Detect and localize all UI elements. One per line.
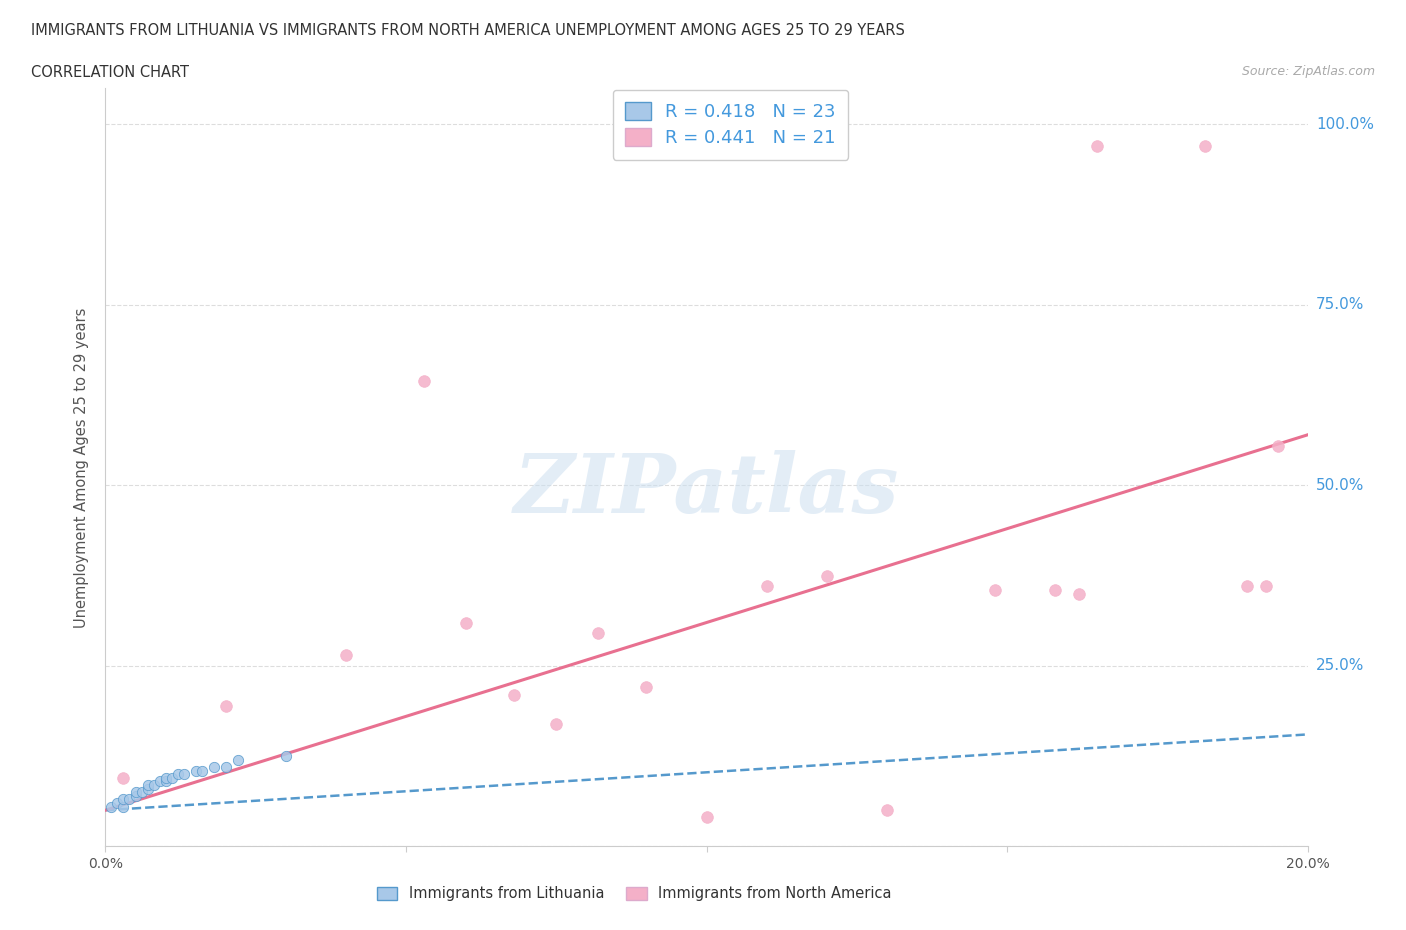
- Text: Source: ZipAtlas.com: Source: ZipAtlas.com: [1241, 65, 1375, 78]
- Point: [112, 792, 135, 807]
- Point: [202, 760, 225, 775]
- Point: [226, 752, 249, 767]
- Point: [214, 760, 236, 775]
- Point: [503, 687, 526, 702]
- Point: [155, 774, 177, 789]
- Point: [413, 373, 436, 388]
- Point: [1069, 586, 1091, 601]
- Point: [142, 777, 165, 792]
- Legend: Immigrants from Lithuania, Immigrants from North America: Immigrants from Lithuania, Immigrants fr…: [371, 881, 898, 908]
- Point: [1043, 582, 1066, 597]
- Point: [696, 810, 718, 825]
- Point: [148, 774, 170, 789]
- Point: [274, 749, 297, 764]
- Text: CORRELATION CHART: CORRELATION CHART: [31, 65, 188, 80]
- Point: [984, 582, 1007, 597]
- Point: [166, 766, 188, 781]
- Text: IMMIGRANTS FROM LITHUANIA VS IMMIGRANTS FROM NORTH AMERICA UNEMPLOYMENT AMONG AG: IMMIGRANTS FROM LITHUANIA VS IMMIGRANTS …: [31, 23, 905, 38]
- Point: [1254, 579, 1277, 594]
- Point: [214, 698, 236, 713]
- Text: 75.0%: 75.0%: [1316, 298, 1364, 312]
- Point: [107, 795, 129, 810]
- Point: [876, 803, 898, 817]
- Point: [454, 615, 477, 630]
- Point: [1236, 579, 1258, 594]
- Text: 25.0%: 25.0%: [1316, 658, 1364, 673]
- Point: [131, 785, 153, 800]
- Point: [136, 781, 159, 796]
- Point: [1194, 139, 1216, 153]
- Point: [155, 770, 177, 785]
- Point: [636, 680, 658, 695]
- Text: 100.0%: 100.0%: [1316, 117, 1374, 132]
- Point: [1267, 438, 1289, 453]
- Text: ZIPatlas: ZIPatlas: [513, 450, 900, 530]
- Point: [124, 785, 146, 800]
- Point: [160, 770, 183, 785]
- Point: [815, 568, 838, 583]
- Point: [173, 766, 195, 781]
- Point: [118, 792, 141, 807]
- Point: [755, 579, 778, 594]
- Point: [112, 770, 135, 785]
- Point: [124, 789, 146, 804]
- Point: [546, 716, 568, 731]
- Point: [112, 799, 135, 814]
- Y-axis label: Unemployment Among Ages 25 to 29 years: Unemployment Among Ages 25 to 29 years: [75, 307, 90, 628]
- Point: [1085, 139, 1108, 153]
- Point: [184, 763, 207, 777]
- Text: 50.0%: 50.0%: [1316, 478, 1364, 493]
- Point: [335, 647, 357, 662]
- Point: [136, 777, 159, 792]
- Point: [190, 763, 212, 777]
- Point: [588, 626, 610, 641]
- Point: [100, 799, 122, 814]
